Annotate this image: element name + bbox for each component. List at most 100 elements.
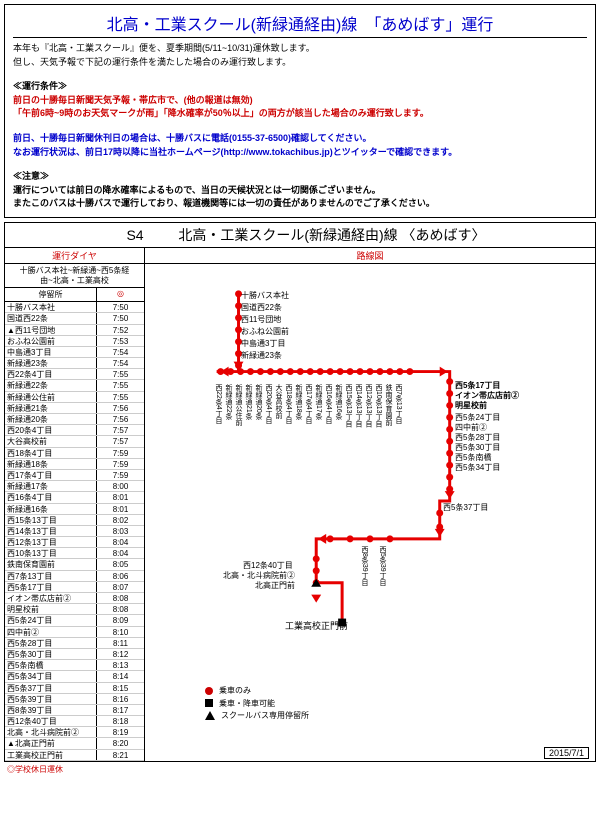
stop-label: 西5条30丁目: [455, 444, 500, 453]
table-row: 西5条30丁目8:12: [5, 649, 144, 660]
stop-label: 西22条4丁目: [215, 384, 222, 424]
stop-label: 西5条37丁目: [443, 504, 488, 513]
legend: 乗車のみ 乗車・降車可能 スクールバス専用停留所: [205, 684, 309, 722]
stop-label: 西17条4丁目: [305, 384, 312, 424]
table-row: 西16条4丁目8:01: [5, 492, 144, 503]
table-row: 鉄南保育園前8:05: [5, 559, 144, 570]
stop-label: 国道西22条: [241, 304, 282, 313]
notice-panel: 北高・工業スクール(新緑通経由)線 「あめばす」運行 本年も『北高・工業スクール…: [4, 4, 596, 218]
table-row: 大谷高校前7:57: [5, 436, 144, 447]
stop-label: 西15条13丁目: [345, 384, 352, 428]
table-row: イオン帯広店前②8:08: [5, 593, 144, 604]
table-row: 西10条13丁目8:04: [5, 548, 144, 559]
terminal-label: 工業高校正門前: [285, 622, 348, 632]
table-row: 新緑通18条7:59: [5, 459, 144, 470]
table-row: 国道西22条7:50: [5, 313, 144, 324]
stop-label: 西12条40丁目: [243, 562, 293, 571]
stop-label: 西10条13丁目: [375, 384, 382, 428]
header-routemap: 路線図: [145, 248, 595, 264]
stop-label: 西5条17丁目: [455, 382, 500, 391]
table-row: 西5条24丁目8:09: [5, 615, 144, 626]
table-row: 西14条13丁目8:03: [5, 526, 144, 537]
table-row: ▲北高正門前8:20: [5, 738, 144, 749]
stop-label: 新緑通公住前: [235, 384, 242, 426]
table-row: 西20条4丁目7:57: [5, 425, 144, 436]
stop-label: 西16条4丁目: [325, 384, 332, 424]
table-row: 新緑通23条7:54: [5, 358, 144, 369]
table-row: 西17条4丁目7:59: [5, 470, 144, 481]
table-row: 西5条39丁目8:16: [5, 694, 144, 705]
table-row: 西5条37丁目8:15: [5, 683, 144, 694]
stop-label: おふね公園前: [241, 328, 289, 337]
stop-label: 四中前②: [455, 424, 487, 433]
stop-label: 鉄南保育園前: [385, 384, 392, 426]
stop-label: 中島通3丁目: [241, 340, 285, 349]
stop-label: 西12条13丁目: [365, 384, 372, 428]
table-row: 新緑通16条8:01: [5, 504, 144, 515]
timetable-footer: ◎学校休日運休: [5, 761, 144, 777]
route-map: 十勝バス本社国道西22条西11号団地おふね公園前中島通3丁目新緑通23条西22条…: [145, 264, 595, 762]
header-timetable: 運行ダイヤ: [5, 248, 145, 264]
notice-text: 本年も『北高・工業スクール』便を、夏季期間(5/11~10/31)運休致します。…: [13, 42, 587, 210]
table-row: 西12条40丁目8:18: [5, 716, 144, 727]
stop-label: 西5条南橋: [455, 454, 491, 463]
table-row: 中島通3丁目7:54: [5, 347, 144, 358]
date-stamp: 2015/7/1: [544, 747, 589, 759]
stop-label: 北高正門前: [255, 582, 295, 591]
stop-label: イオン帯広店前②: [455, 392, 519, 401]
stop-label: 十勝バス本社: [241, 292, 289, 301]
stop-label: 西5条28丁目: [455, 434, 500, 443]
stop-label: 西5条34丁目: [455, 464, 500, 473]
stop-label: 新緑通23条: [241, 352, 282, 361]
table-row: 西15条13丁目8:02: [5, 515, 144, 526]
table-row: 西7条13丁目8:06: [5, 571, 144, 582]
table-row: 工業高校正門前8:21: [5, 750, 144, 761]
stop-label: 西5条39丁目: [379, 546, 386, 586]
table-row: 新緑通17条8:00: [5, 481, 144, 492]
stop-label: 西18条4丁目: [285, 384, 292, 424]
stop-label: 西11号団地: [241, 316, 281, 325]
stop-label: 新緑通21条: [245, 384, 252, 420]
table-row: 新緑通公住前7:55: [5, 392, 144, 403]
table-row: 西12条13丁目8:04: [5, 537, 144, 548]
table-row: 新緑通20条7:56: [5, 414, 144, 425]
main-title: 北高・工業スクール(新緑通経由)線 「あめばす」運行: [13, 11, 587, 38]
stop-label: 西7条13丁目: [395, 384, 402, 424]
stop-label: 新緑通16条: [335, 384, 342, 420]
stop-label: 明星校前: [455, 402, 487, 411]
table-row: 新緑通21条7:56: [5, 403, 144, 414]
timetable-heading: 十勝バス本社~新緑通~西5条経 由~北高・工業高校: [5, 264, 144, 288]
stop-label: 新緑通20条: [255, 384, 262, 420]
col-mark: ◎: [97, 288, 144, 301]
legend-triangle-icon: [205, 711, 215, 720]
table-row: 西5条34丁目8:14: [5, 671, 144, 682]
table-row: 西22条4丁目7:55: [5, 369, 144, 380]
route-title: S4 北高・工業スクール(新緑通経由)線 〈あめばす〉: [5, 223, 595, 248]
stop-label: 新緑通17条: [315, 384, 322, 420]
table-row: 西18条4丁目7:59: [5, 448, 144, 459]
stop-label: 北高・北斗病院前②: [223, 572, 295, 581]
stop-label: 西20条4丁目: [265, 384, 272, 424]
legend-square-icon: [205, 699, 213, 707]
table-row: 西5条南橋8:13: [5, 660, 144, 671]
table-row: 四中前②8:10: [5, 627, 144, 638]
stop-label: 西5条24丁目: [455, 414, 500, 423]
table-row: 西8条39丁目8:17: [5, 705, 144, 716]
table-row: ▲西11号団地7:52: [5, 325, 144, 336]
table-row: 明星校前8:08: [5, 604, 144, 615]
table-row: 十勝バス本社7:50: [5, 302, 144, 313]
timetable: 十勝バス本社~新緑通~西5条経 由~北高・工業高校 停留所 ◎ 十勝バス本社7:…: [5, 264, 145, 762]
col-stop: 停留所: [5, 288, 97, 301]
schedule-panel: S4 北高・工業スクール(新緑通経由)線 〈あめばす〉 運行ダイヤ 路線図 十勝…: [4, 222, 596, 762]
table-row: 新緑通22条7:55: [5, 380, 144, 391]
stop-label: 西8条39丁目: [361, 546, 368, 586]
table-row: 西5条17丁目8:07: [5, 582, 144, 593]
stop-label: 新緑通18条: [295, 384, 302, 420]
table-row: 西5条28丁目8:11: [5, 638, 144, 649]
stop-label: 大谷高校前: [275, 384, 282, 419]
table-row: おふね公園前7:53: [5, 336, 144, 347]
table-row: 北高・北斗病院前②8:19: [5, 727, 144, 738]
stop-label: 新緑通22条: [225, 384, 232, 420]
legend-circle-icon: [205, 687, 213, 695]
stop-label: 西14条13丁目: [355, 384, 362, 428]
